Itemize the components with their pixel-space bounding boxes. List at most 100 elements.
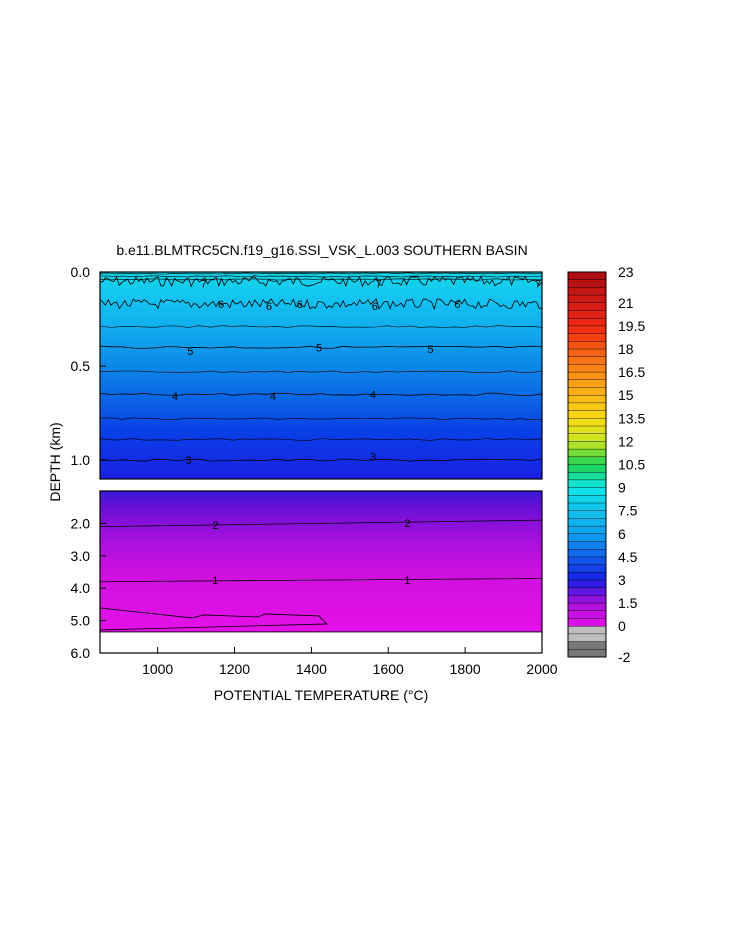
lower-contours: [99, 519, 543, 633]
contour-label: 2: [404, 518, 410, 530]
contour-label: 6: [266, 301, 272, 313]
colorbar-swatch: [567, 294, 607, 304]
colorbar-swatch: [567, 402, 607, 412]
colorbar-swatch: [567, 364, 607, 373]
colorbar-swatch: [567, 318, 607, 327]
contour-label: 6: [297, 299, 303, 311]
colorbar-label: 3: [618, 572, 626, 588]
lower-panel-frame: [99, 490, 543, 654]
lower-contour-labels: 2 2 1 1: [212, 518, 410, 587]
contour-line-surface-1: [99, 275, 543, 278]
below-bottom-area: [100, 632, 542, 653]
colorbar-swatch: [567, 448, 607, 458]
y-tick-label: 4.0: [71, 580, 91, 596]
colorbar-swatch: [567, 387, 607, 396]
contour-line-intermediate-3: [99, 438, 543, 441]
colorbar-swatch: [567, 395, 607, 404]
y-tick-label: 2.0: [71, 515, 91, 531]
upper-panel-fill: [100, 272, 542, 479]
contour-label: 5: [187, 346, 193, 358]
x-tick-label: 1800: [450, 661, 481, 677]
contour-line-5: [99, 345, 543, 349]
colorbar-swatch: [567, 510, 607, 519]
colorbar-swatch: [567, 487, 607, 496]
lower-panel-fill: [100, 491, 542, 632]
contour-label: 3: [370, 451, 376, 463]
contour-label: 6: [454, 299, 460, 311]
colorbar-label: 6: [618, 526, 626, 542]
colorbar-swatch: [567, 595, 607, 604]
colorbar-frame: [567, 271, 607, 658]
colorbar-label: 18: [618, 341, 634, 357]
colorbar-swatch: [567, 410, 607, 419]
contour-line-intermediate-2: [99, 417, 543, 421]
y-tick-label: 3.0: [71, 548, 91, 564]
contour-label: 5: [427, 344, 433, 356]
colorbar-swatch: [567, 310, 607, 319]
colorbar-label: 15: [618, 387, 634, 403]
colorbar-swatch: [567, 518, 607, 527]
y-tick-label: 5.0: [71, 613, 91, 629]
colorbar-swatch: [567, 602, 607, 612]
colorbar-swatch: [567, 271, 607, 281]
contour-label: 4: [270, 391, 276, 403]
x-tick-label: 1200: [219, 661, 250, 677]
contour-line-7: [99, 275, 543, 288]
y-tick-label: 6.0: [71, 645, 91, 661]
contour-line-intermediate-0: [99, 325, 543, 328]
colorbar-swatch: [567, 341, 607, 350]
upper-contours: [99, 272, 543, 462]
colorbar-swatch: [567, 425, 607, 435]
colorbar-swatch: [567, 502, 607, 512]
contour-label: 1: [212, 575, 218, 587]
colorbar-swatch: [567, 379, 607, 388]
y-tick-label: 0.5: [71, 358, 91, 374]
colorbar-swatch: [567, 587, 607, 596]
x-tick-label: 1400: [296, 661, 327, 677]
colorbar-swatch: [567, 456, 607, 465]
colorbar-swatch: [567, 472, 607, 481]
contour-line-intermediate-1: [99, 370, 543, 374]
colorbar-swatch: [567, 479, 607, 489]
colorbar-swatch: [567, 464, 607, 473]
colorbar-swatch: [567, 495, 607, 504]
colorbar-swatch: [567, 433, 607, 442]
colorbar-label: 23: [618, 264, 634, 280]
y-tick-label: 1.0: [71, 452, 91, 468]
colorbar-swatch: [567, 610, 607, 619]
contour-line-3: [99, 458, 543, 462]
colorbar: 23 21 19.5 18 16.5 15 13.5 12 10.5 9 7.5 6 4.5 3 1.5 0 -…: [567, 264, 645, 665]
contour-line-surface-0: [99, 272, 543, 275]
colorbar-swatch: [567, 279, 607, 288]
colorbar-label: 19.5: [618, 318, 645, 334]
colorbar-swatch: [567, 572, 607, 581]
colorbar-swatch: [567, 348, 607, 358]
x-tick-label: 1000: [142, 661, 173, 677]
contour-label: 6: [218, 299, 224, 311]
contour-line-surface-2: [99, 278, 543, 281]
colorbar-swatch: [567, 579, 607, 589]
contour-label: 6: [372, 301, 378, 313]
contour-label: 5: [316, 342, 322, 354]
contour-label: 1: [404, 575, 410, 587]
colorbar-label: 4.5: [618, 549, 638, 565]
contour-label: 7: [376, 278, 382, 290]
contour-label: 2: [212, 520, 218, 532]
contour-label: 3: [185, 455, 191, 467]
y-axis-lower: 2.0 3.0 4.0 5.0 6.0: [71, 515, 106, 661]
colorbar-label: -2: [618, 649, 631, 665]
x-tick-label: 1600: [373, 661, 404, 677]
colorbar-label: 10.5: [618, 457, 645, 473]
colorbar-swatch: [567, 649, 607, 658]
contour-line-6: [99, 298, 543, 311]
colorbar-swatch: [567, 533, 607, 542]
colorbar-swatch: [567, 441, 607, 450]
colorbar-swatch: [567, 541, 607, 550]
chart-title: b.e11.BLMTRC5CN.f19_g16.SSI_VSK_L.003 SO…: [116, 242, 527, 258]
colorbar-swatch: [567, 356, 607, 365]
contour-line-4: [99, 392, 543, 396]
contour-line-2: [99, 519, 543, 528]
bottom-contour: [99, 607, 328, 631]
colorbar-label: 13.5: [618, 410, 645, 426]
